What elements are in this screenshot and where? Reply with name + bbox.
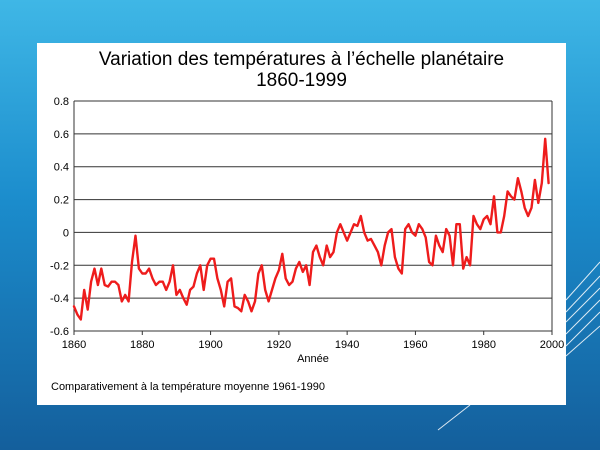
x-tick-label: 1920 xyxy=(267,339,291,351)
y-tick-label: -0.4 xyxy=(50,293,69,305)
y-tick-label: -0.6 xyxy=(50,326,69,338)
y-tick-label: 0.2 xyxy=(54,195,69,207)
y-tick-label: 0.4 xyxy=(54,162,69,174)
y-tick-label: 0.6 xyxy=(54,129,69,141)
x-tick-label: 1900 xyxy=(198,339,222,351)
chart-footnote: Comparativement à la température moyenne… xyxy=(51,381,325,393)
x-tick-label: 2000 xyxy=(540,339,564,351)
x-axis-label: Année xyxy=(297,353,329,365)
x-tick-label: 1960 xyxy=(403,339,427,351)
x-tick-label: 1940 xyxy=(335,339,359,351)
temperature-line-chart: -0.6 -0.4 -0.2 0 0.2 0.4 0.6 0.8 1860 1880 1900 192… xyxy=(50,96,564,365)
y-tick-label: 0.8 xyxy=(54,96,69,108)
x-tick-label: 1980 xyxy=(471,339,495,351)
y-tick-label: -0.2 xyxy=(50,260,69,272)
chart-title: Variation des températures à l’échelle p… xyxy=(98,49,505,70)
x-tick-label: 1880 xyxy=(130,339,154,351)
x-tick-label: 1860 xyxy=(62,339,86,351)
y-tick-label: 0 xyxy=(63,227,69,239)
chart-card: Variation des températures à l’échelle p… xyxy=(37,43,566,405)
temperature-series-line xyxy=(72,137,550,321)
chart-subtitle: 1860-1999 xyxy=(256,70,347,91)
